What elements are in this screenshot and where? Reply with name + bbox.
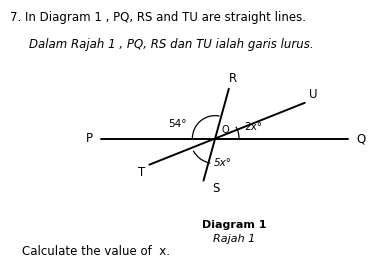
Text: 5x°: 5x° <box>214 158 232 168</box>
Text: U: U <box>309 88 317 101</box>
Text: 7. In Diagram 1 , PQ, RS and TU are straight lines.: 7. In Diagram 1 , PQ, RS and TU are stra… <box>11 11 307 24</box>
Text: Calculate the value of  x.: Calculate the value of x. <box>22 245 170 258</box>
Text: P: P <box>86 132 93 145</box>
Text: Rajah 1: Rajah 1 <box>213 234 255 243</box>
Text: Dalam Rajah 1 , PQ, RS dan TU ialah garis lurus.: Dalam Rajah 1 , PQ, RS dan TU ialah gari… <box>29 38 314 51</box>
Text: 2x°: 2x° <box>244 122 262 132</box>
Text: O: O <box>222 125 230 135</box>
Text: Diagram 1: Diagram 1 <box>202 220 266 230</box>
Text: S: S <box>212 182 219 195</box>
Text: 54°: 54° <box>168 119 186 129</box>
Text: Q: Q <box>356 132 365 145</box>
Text: R: R <box>229 72 237 85</box>
Text: T: T <box>138 166 145 179</box>
